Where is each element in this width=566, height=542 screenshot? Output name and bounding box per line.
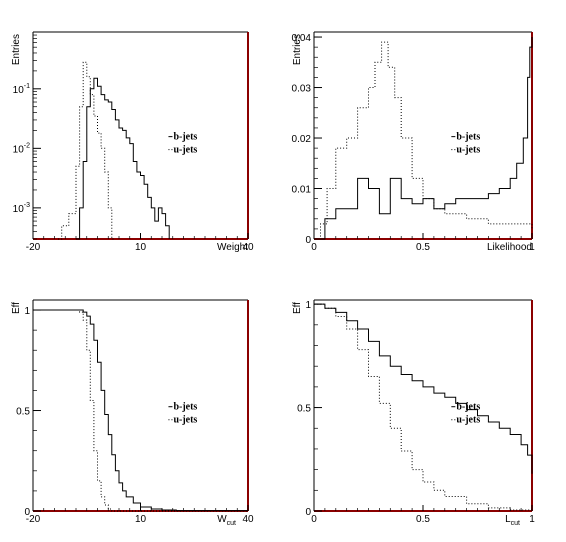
y-axis-title: Eff xyxy=(292,302,303,314)
y-tick-label: 1 xyxy=(24,306,30,317)
series-u-jets xyxy=(32,309,248,512)
legend-label: b-jets xyxy=(456,132,480,143)
x-tick-label: 0.5 xyxy=(416,514,430,525)
x-tick-label: 1 xyxy=(529,242,535,253)
y-tick-label: 0.5 xyxy=(16,407,30,418)
y-tick-label: 0.02 xyxy=(292,134,312,145)
legend-label: u-jets xyxy=(173,145,197,156)
legend-label: b-jets xyxy=(173,402,197,413)
y-tick-label: 0.01 xyxy=(292,185,312,196)
y-tick-label: 0 xyxy=(24,507,30,518)
y-axis-title: Eff xyxy=(11,302,22,314)
series-b-jets xyxy=(314,37,533,240)
x-axis-title: Lcut xyxy=(505,514,520,527)
x-tick-label: -20 xyxy=(26,514,41,525)
x-tick-label: 0 xyxy=(311,242,317,253)
series-b-jets xyxy=(76,77,170,240)
y-tick-label: 0 xyxy=(305,235,311,246)
y-tick-label: 1 xyxy=(305,300,311,311)
x-tick-label: 10 xyxy=(135,242,147,253)
y-tick-label: 10-3 xyxy=(13,202,30,215)
series-b-jets xyxy=(313,303,533,511)
series-u-jets xyxy=(313,303,533,511)
series-u-jets xyxy=(314,41,533,240)
panel-top-right: 0 0.5 1 0 0.01 0.02 0.03 0.04 Likelihood Entries b… xyxy=(292,31,535,253)
y-tick-label: 10-2 xyxy=(13,142,30,155)
panel-top-left: -20 10 40 10-3 10-2 10-1 Weight Entries b-jets u-… xyxy=(11,31,254,253)
y-tick-label: 10-1 xyxy=(13,83,30,96)
x-axis-title: Weight xyxy=(217,242,248,253)
legend-label: u-jets xyxy=(173,415,197,426)
y-tick-label: 0.04 xyxy=(292,33,312,44)
y-tick-label: 0.5 xyxy=(297,404,311,415)
x-tick-label: 0.5 xyxy=(416,242,430,253)
x-tick-label: 10 xyxy=(135,514,147,525)
legend-label: u-jets xyxy=(456,415,480,426)
legend-label: b-jets xyxy=(456,402,480,413)
panel-bottom-right: 0 0.5 1 0 0.5 1 Lcut Eff b-jets u-jets xyxy=(292,299,535,527)
y-axis-title: Entries xyxy=(292,34,303,65)
x-axis-title: Likelihood xyxy=(487,242,532,253)
y-tick-label: 0 xyxy=(305,507,311,518)
series-b-jets xyxy=(32,309,249,512)
legend-label: u-jets xyxy=(456,145,480,156)
x-tick-label: 0 xyxy=(311,514,317,525)
y-axis-title: Entries xyxy=(11,34,22,65)
x-tick-label: 1 xyxy=(529,514,535,525)
series-u-jets xyxy=(58,61,116,240)
x-tick-label: 40 xyxy=(242,514,254,525)
panel-bottom-left: -20 10 40 0 0.5 1 Wcut Eff b-jets u-jets xyxy=(11,299,254,527)
x-tick-label: -20 xyxy=(26,242,41,253)
x-tick-label: 40 xyxy=(242,242,254,253)
x-axis-title: Wcut xyxy=(217,514,236,527)
y-tick-label: 0.03 xyxy=(292,84,312,95)
legend-label: b-jets xyxy=(173,132,197,143)
